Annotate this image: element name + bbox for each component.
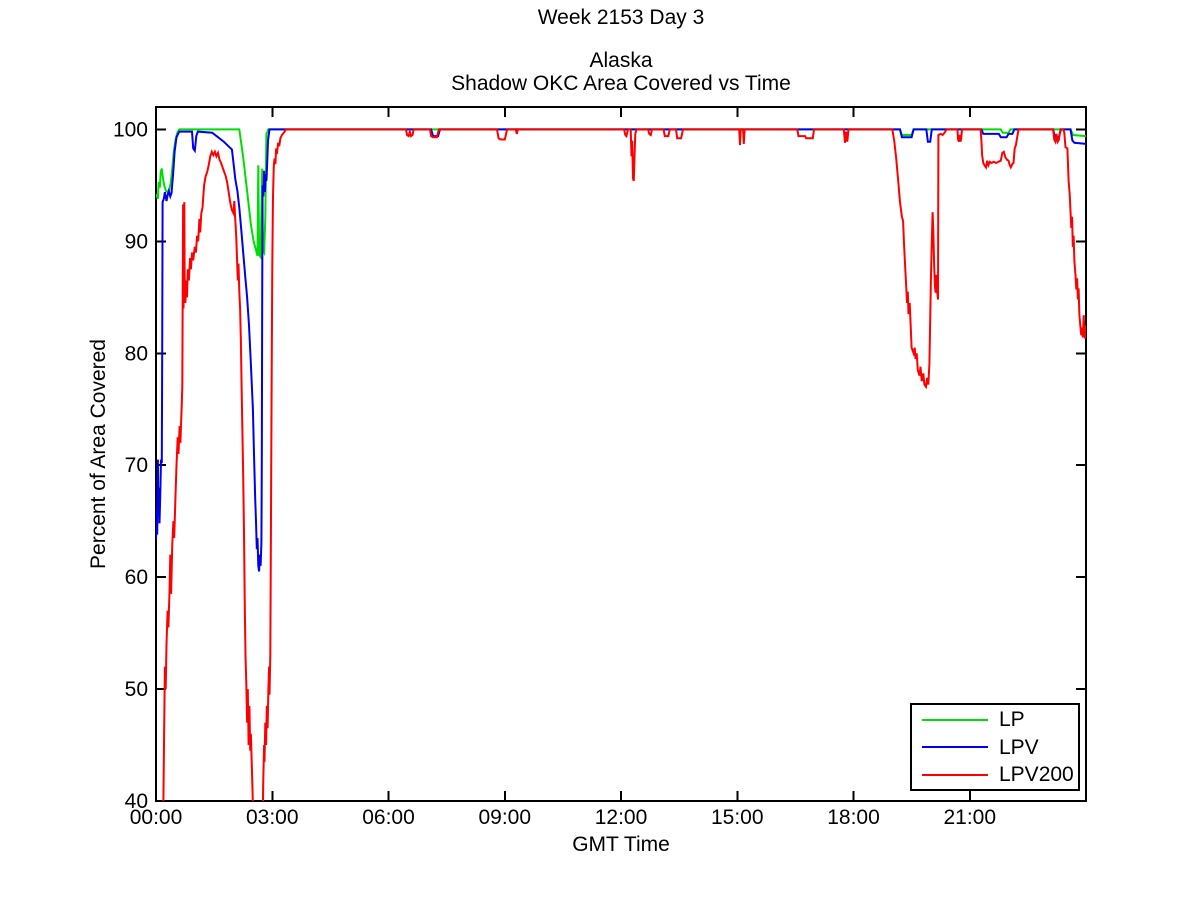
- series-line-LPV200: [162, 127, 1086, 801]
- legend-line-LPV200: [922, 773, 988, 776]
- x-tick-label: 09:00: [478, 806, 531, 829]
- legend-line-LP: [922, 718, 988, 721]
- y-tick-label: 70: [125, 454, 148, 477]
- x-tick-label: 00:00: [130, 806, 183, 829]
- legend-label-LPV: LPV: [999, 735, 1039, 759]
- x-tick-label: 06:00: [362, 806, 415, 829]
- x-tick-label: 12:00: [595, 806, 648, 829]
- axes-title-line1: Alaska: [589, 49, 653, 72]
- figure-title: Week 2153 Day 3: [537, 6, 705, 29]
- x-tick-label: 18:00: [827, 806, 880, 829]
- x-axis-label: GMT Time: [572, 833, 670, 856]
- x-tick-label: 03:00: [246, 806, 299, 829]
- y-tick-label: 100: [113, 118, 148, 141]
- y-tick-label: 50: [125, 678, 148, 701]
- legend-line-LPV: [922, 746, 988, 748]
- axes-box: [155, 106, 1087, 802]
- series-line-LP: [156, 128, 1086, 261]
- y-tick-label: 90: [125, 230, 148, 253]
- legend-label-LPV200: LPV200: [999, 763, 1074, 786]
- legend-row-LP: LP: [912, 707, 1078, 733]
- legend-label-LP: LP: [999, 708, 1025, 731]
- x-tick-label: 15:00: [711, 806, 764, 829]
- x-tick-label: 21:00: [943, 806, 996, 829]
- legend-row-LPV200: LPV200: [912, 762, 1078, 788]
- legend: LP LPV LPV200: [910, 703, 1080, 791]
- axes-title-line2: Shadow OKC Area Covered vs Time: [451, 72, 791, 95]
- legend-row-LPV: LPV: [912, 734, 1078, 760]
- y-tick-label: 40: [125, 790, 148, 813]
- y-tick-label: 80: [125, 342, 148, 365]
- y-tick-label: 60: [125, 566, 148, 589]
- series-line-LPV: [156, 128, 1086, 572]
